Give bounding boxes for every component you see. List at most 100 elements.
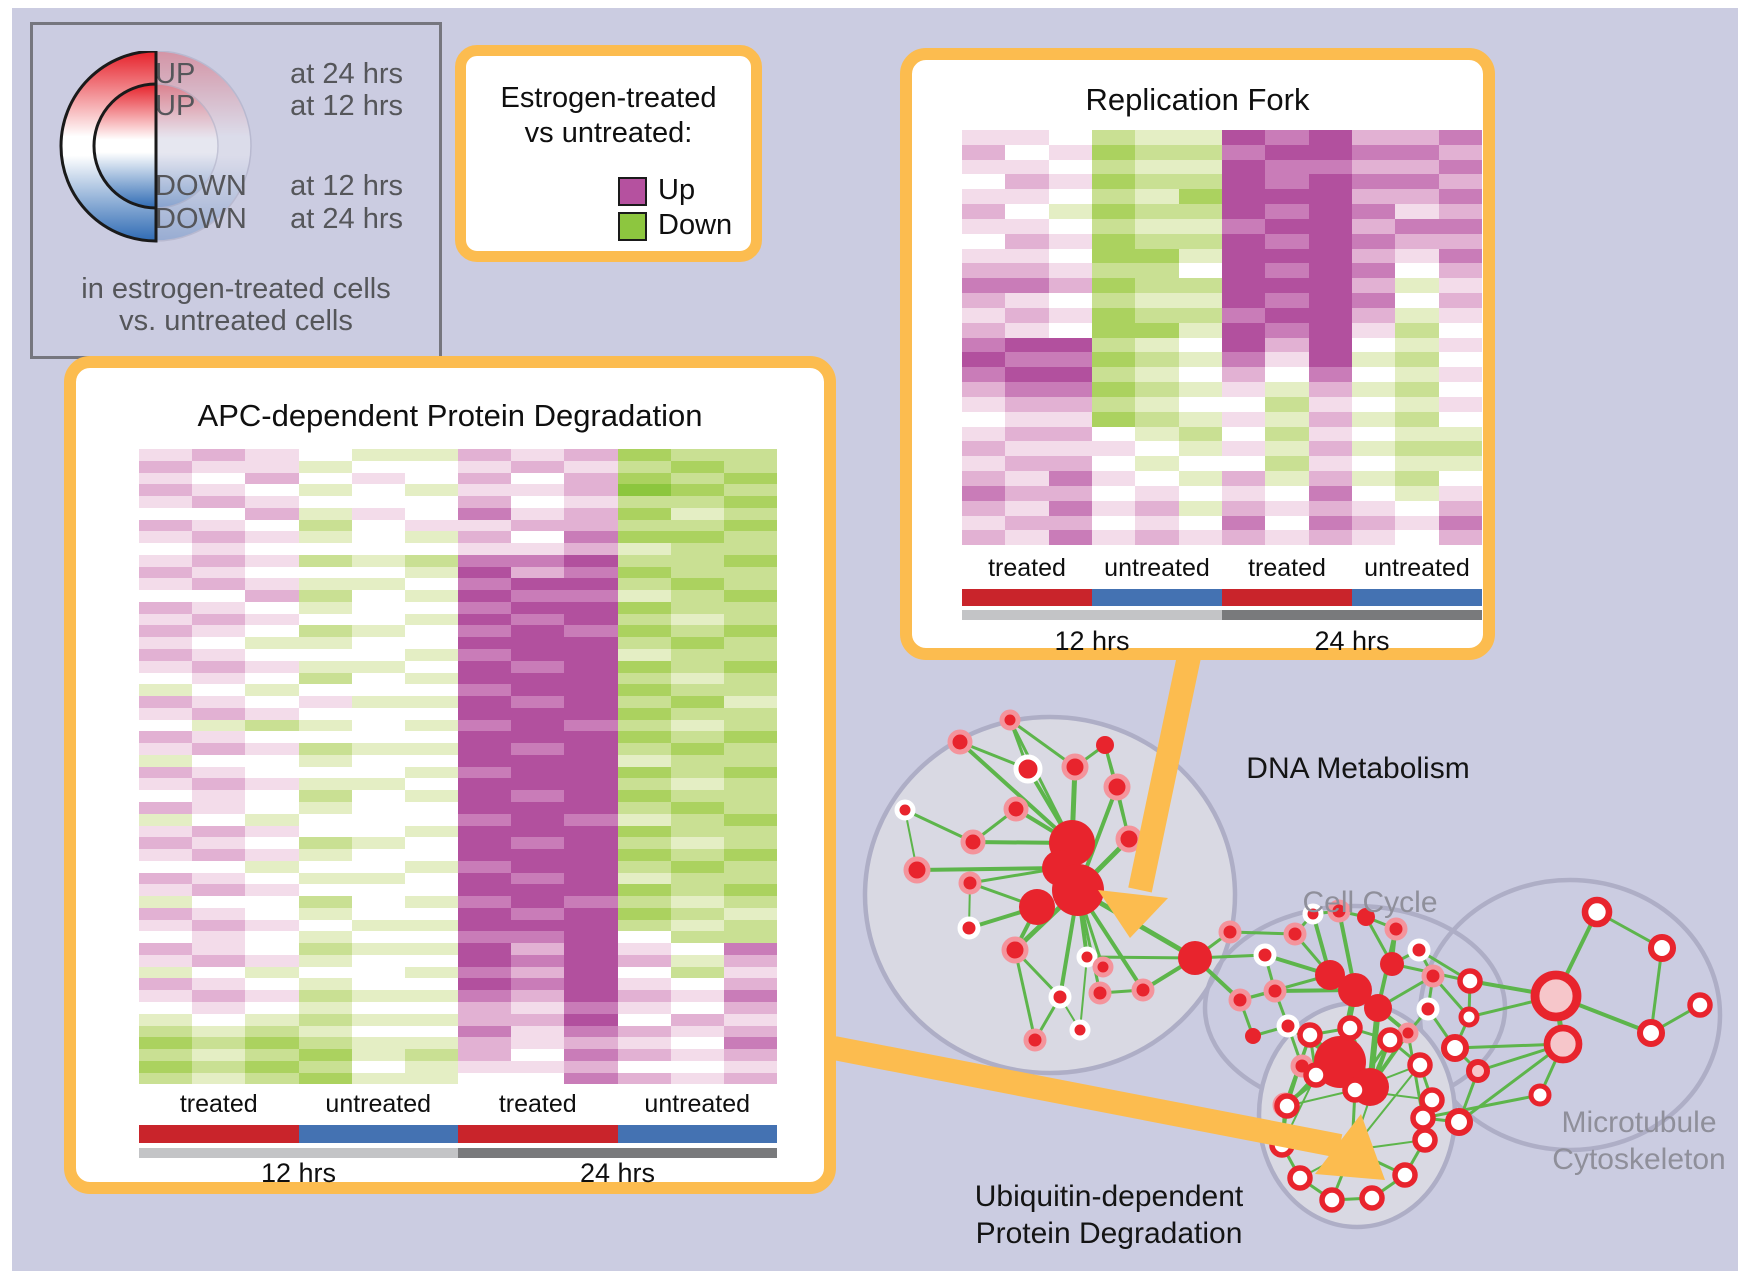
heatmap-cell [351,507,405,520]
heatmap-cell [1265,233,1309,249]
heatmap-cell [1048,382,1092,397]
heatmap-cell [564,966,618,979]
heatmap-cell [1178,515,1222,531]
heatmap-cell [298,472,352,485]
heatmap-cell [298,613,352,626]
heatmap-cell [139,872,193,885]
heatmap-cell [139,766,193,779]
heatmap-row [139,566,778,579]
heatmap-cell [1005,293,1049,308]
heatmap-cell [458,1001,512,1014]
network-node [1380,952,1404,976]
heatmap-cell [139,449,193,461]
heatmap-cell [1438,293,1482,308]
heatmap-cell [1308,485,1352,501]
heatmap-cell [564,907,618,920]
heatmap-cell [1351,411,1396,427]
heatmap-cell [723,625,778,638]
ring-right-inner [155,83,219,209]
heatmap-cell [1351,456,1396,472]
heatmap-cell [511,660,565,673]
heatmap-cell [564,684,618,697]
heatmap-cell [245,731,299,744]
treatment-bar [962,589,1092,606]
heatmap-cell [351,519,405,532]
network-node [1407,1052,1433,1078]
heatmap-cell [245,990,299,1002]
heatmap-cell [458,543,512,555]
heatmap-cell [298,849,352,861]
heatmap-cell [192,801,246,814]
heatmap-cell [564,472,618,485]
heatmap-cell [351,743,405,755]
heatmap-row [139,1001,778,1014]
heatmap-cell [458,731,512,744]
network-node [1647,933,1677,963]
heatmap-cell [1438,485,1482,501]
heatmap-cell [564,672,618,685]
heatmap-row [139,801,778,814]
network-node [1315,960,1345,990]
heatmap-cell [511,931,565,944]
heatmap-cell [245,1025,299,1038]
heatmap-cell [1351,130,1396,145]
heatmap-cell [351,472,405,485]
heatmap-cell [404,954,459,967]
heatmap-cell [1308,307,1352,323]
heatmap-cell [245,660,299,673]
heatmap-cell [962,411,1006,427]
heatmap-cell [670,460,724,473]
figure-canvas: DNA Metabolism Cell Cycle Microtubule Cytos… [12,8,1738,1271]
heatmap-cell [511,778,565,791]
heatmap-cell [404,625,459,638]
heatmap-cell [404,566,459,579]
heatmap-cell [670,790,724,802]
heatmap-cell [1351,293,1396,308]
heatmap-cell [511,907,565,920]
heatmap-cell [1351,426,1396,442]
heatmap-cell [458,931,512,944]
heatmap-row [139,966,778,979]
heatmap-cell [723,896,778,908]
heatmap-cell [723,460,778,473]
heatmap-row [139,1049,778,1061]
heatmap-cell [404,707,459,720]
heatmap-row [139,743,778,755]
heatmap-cell [192,966,246,979]
heatmap-cell [1438,352,1482,368]
heatmap-cell [1135,322,1179,338]
heatmap-cell [1395,367,1439,383]
heatmap-cell [1395,322,1439,338]
heatmap-cell [1438,204,1482,219]
heatmap-cell [564,990,618,1002]
heatmap-cell [1351,530,1396,546]
heatmap-cell [404,1025,459,1038]
heatmap-cell [511,507,565,520]
heatmap-cell [1091,485,1136,501]
heatmap-cell [351,554,405,567]
heatmap-row [139,872,778,885]
heatmap-cell [1351,396,1396,412]
heatmap-cell [404,519,459,532]
heatmap-cell [617,590,671,602]
heatmap-cell [1438,426,1482,442]
network-node [1357,908,1375,926]
heatmap-cell [564,637,618,650]
heatmap-cell [351,884,405,897]
heatmap-cell [458,649,512,661]
heatmap-cell [1308,441,1352,457]
heatmap-cell [723,649,778,661]
heatmap-cell [298,896,352,908]
heatmap-cell [1178,500,1222,516]
heatmap-cell [139,884,193,897]
heatmap-cell [139,1049,193,1061]
heatmap-cell [245,1072,299,1085]
heatmap-cell [564,813,618,826]
heatmap-cell [1265,159,1309,175]
heatmap-cell [351,790,405,802]
heatmap-cell [617,1049,671,1061]
heatmap-cell [511,696,565,708]
heatmap-row [139,943,778,955]
heatmap-cell [962,471,1006,486]
heatmap-cell [564,1001,618,1014]
